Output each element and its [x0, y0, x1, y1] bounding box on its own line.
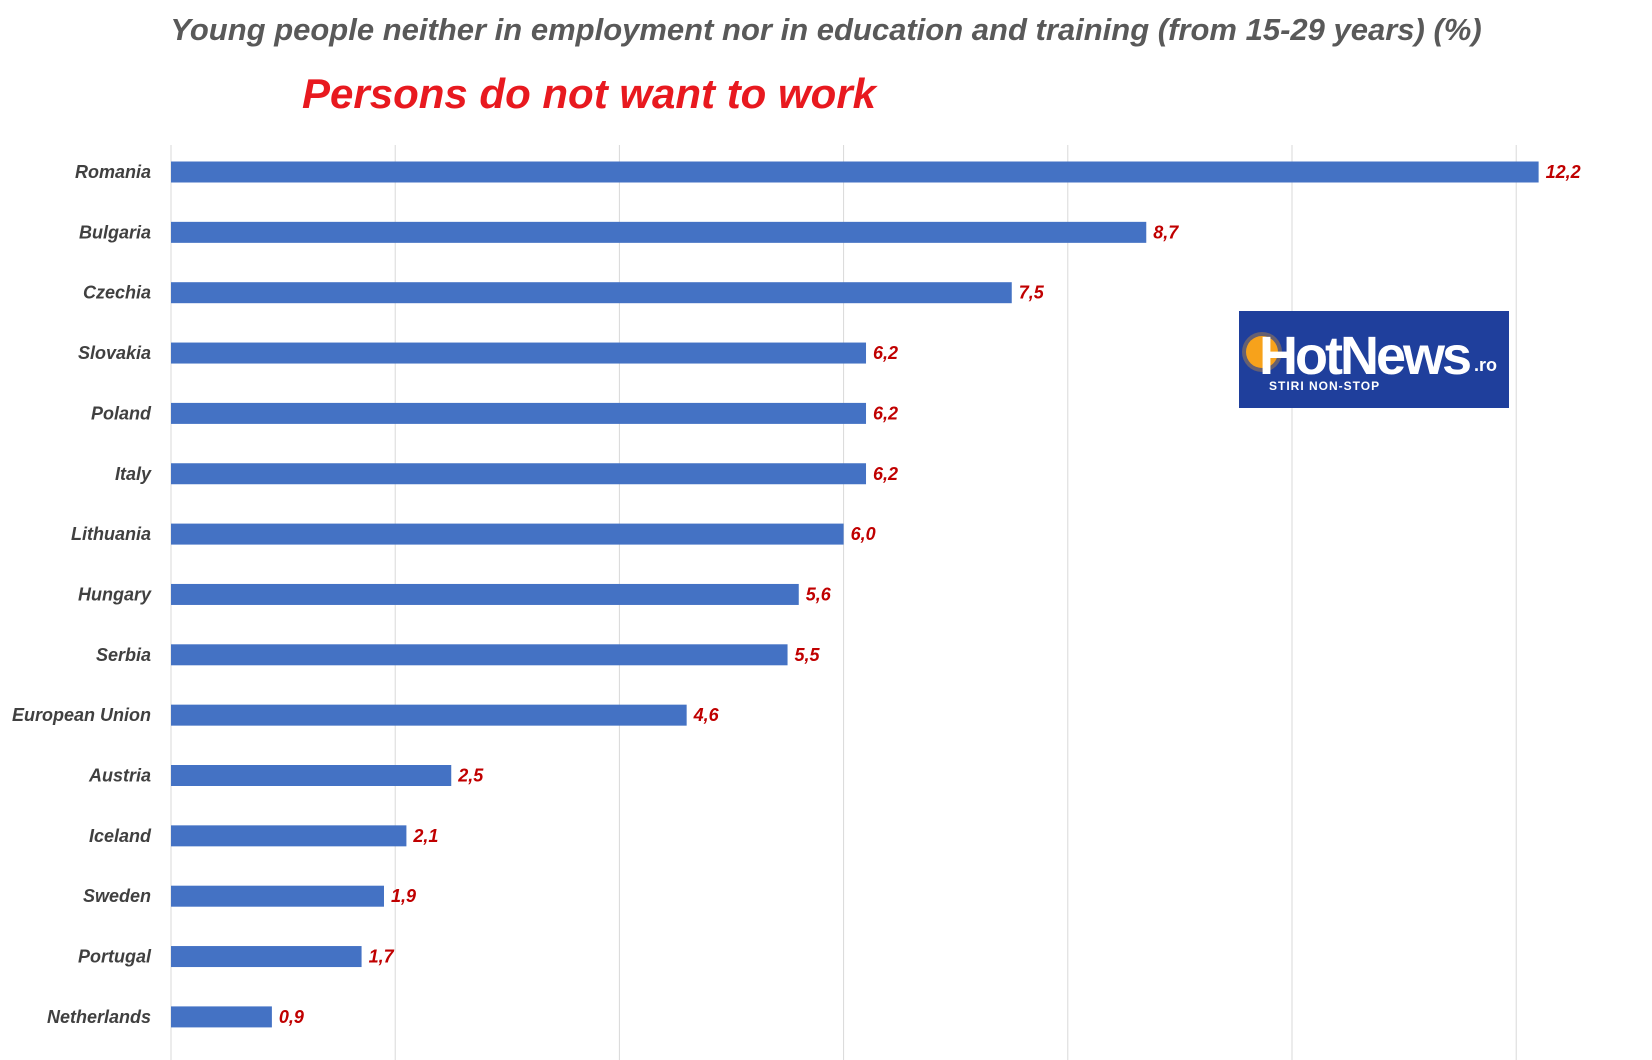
category-labels: Romania Bulgaria Czechia Slovakia Poland Ital…: [12, 162, 152, 1027]
value-labels: 12,2 8,7 7,5 6,2 6,2 6,2 6,0 5,6 5,5 4,6 2,5 2,1 1,9…: [279, 162, 1581, 1027]
sun-icon: [1246, 336, 1278, 368]
category-label: Netherlands: [47, 1007, 151, 1027]
bar: [171, 161, 1539, 183]
value-label: 6,2: [873, 403, 898, 423]
category-label: Czechia: [83, 283, 151, 303]
bar: [171, 523, 844, 545]
value-label: 5,6: [806, 584, 832, 604]
value-label: 8,7: [1153, 222, 1179, 242]
value-label: 1,9: [391, 886, 416, 906]
bar: [171, 704, 687, 726]
value-label: 7,5: [1019, 283, 1045, 303]
bar: [171, 463, 867, 485]
value-label: 12,2: [1546, 162, 1581, 182]
category-label: Sweden: [83, 886, 151, 906]
category-label: Slovakia: [78, 343, 151, 363]
bars: [171, 161, 1539, 1028]
bar: [171, 885, 384, 907]
bar: [171, 1006, 272, 1028]
category-label: Italy: [115, 464, 152, 484]
category-label: Lithuania: [71, 524, 151, 544]
hotnews-logo: HotNews .ro STIRI NON-STOP: [1239, 311, 1509, 408]
category-label: Romania: [75, 162, 151, 182]
chart-title: Young people neither in employment nor i…: [170, 12, 1482, 47]
category-label: Bulgaria: [79, 222, 151, 242]
bar: [171, 946, 362, 968]
bar: [171, 583, 799, 605]
bar: [171, 402, 867, 424]
bar: [171, 825, 407, 847]
value-label: 0,9: [279, 1007, 304, 1027]
category-label: Portugal: [78, 947, 152, 967]
value-label: 5,5: [795, 645, 821, 665]
bar: [171, 342, 867, 364]
category-label: Serbia: [96, 645, 151, 665]
category-label: Hungary: [78, 584, 152, 604]
value-label: 6,2: [873, 464, 898, 484]
value-label: 6,0: [851, 524, 876, 544]
value-label: 1,7: [369, 947, 395, 967]
value-label: 2,1: [412, 826, 438, 846]
value-label: 4,6: [693, 705, 720, 725]
logo-tagline: STIRI NON-STOP: [1269, 379, 1381, 393]
category-label: Iceland: [89, 826, 152, 846]
logo-tld: .ro: [1474, 355, 1498, 375]
bar: [171, 221, 1147, 243]
chart-subtitle: Persons do not want to work: [302, 70, 877, 117]
bar: [171, 282, 1012, 304]
category-label: Austria: [88, 766, 151, 786]
bar: [171, 765, 452, 786]
category-label: European Union: [12, 705, 151, 725]
value-label: 6,2: [873, 343, 898, 363]
value-label: 2,5: [457, 766, 484, 786]
logo-brand: HotNews: [1259, 326, 1472, 386]
bar: [171, 644, 788, 666]
category-label: Poland: [91, 403, 152, 423]
